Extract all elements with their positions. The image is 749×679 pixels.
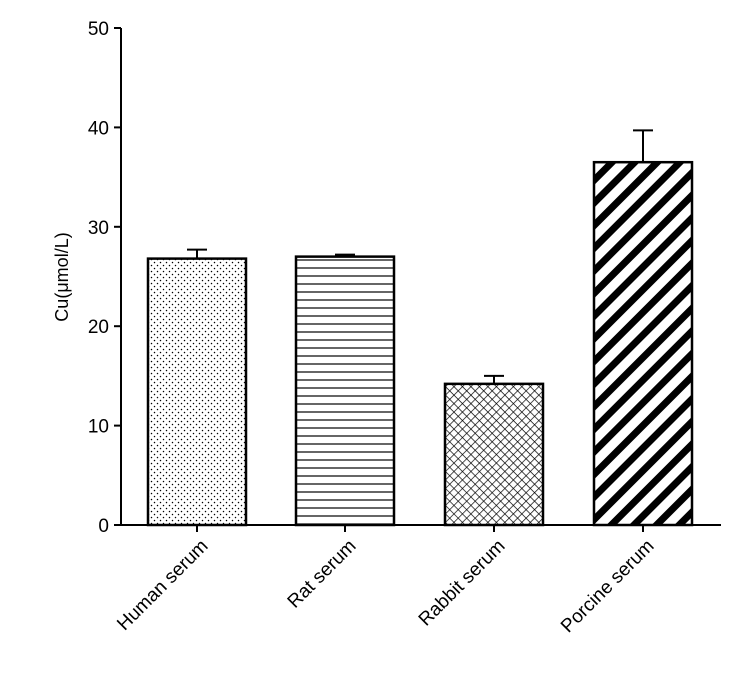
x-tick-label: Porcine serum [557, 536, 658, 637]
y-tick-label: 30 [88, 218, 109, 239]
bars-group [146, 129, 694, 527]
bar [294, 255, 396, 527]
x-tick-labels: Human serum Rat serum Rabbit serum Porcine … [113, 536, 658, 637]
y-axis-title: Cu(μmol/L) [52, 232, 72, 321]
x-tick-label: Rabbit serum [415, 536, 510, 631]
bar [443, 382, 545, 527]
y-tick-label: 40 [88, 118, 109, 139]
bar [146, 257, 248, 527]
y-tick-label: 10 [88, 417, 109, 438]
x-tick-label: Human serum [113, 536, 212, 635]
bar [592, 160, 694, 527]
x-tick-label: Rat serum [284, 536, 361, 613]
y-tick-label: 0 [98, 516, 109, 537]
y-tick-label: 50 [88, 19, 109, 40]
y-tick-labels: 0 10 20 30 40 50 [88, 19, 109, 537]
y-tick-label: 20 [88, 317, 109, 338]
